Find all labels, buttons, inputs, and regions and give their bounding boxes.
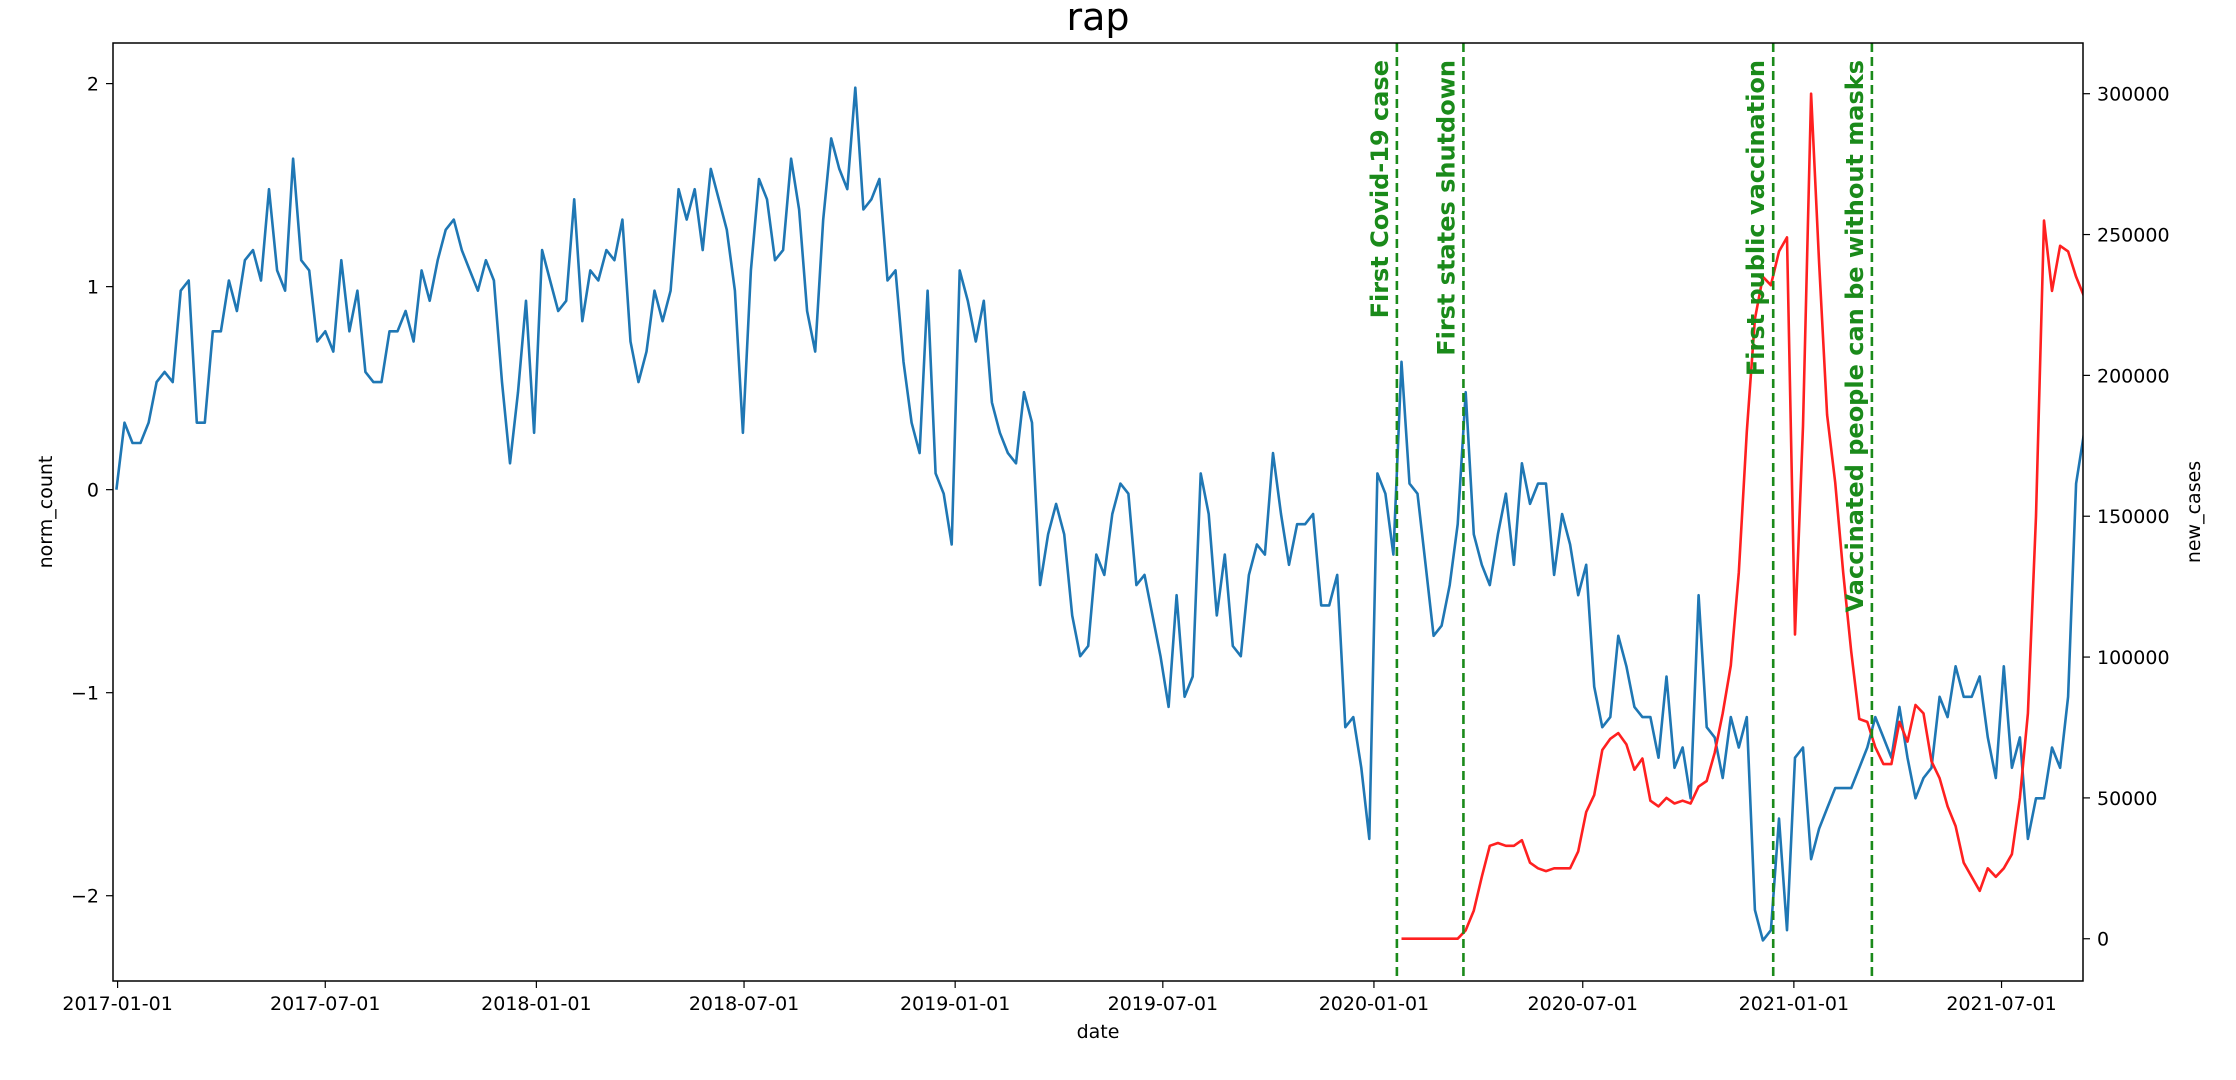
y-tick-label: 2 (87, 74, 99, 96)
y2-tick-label: 250000 (2097, 225, 2170, 247)
y-tick-label: −1 (71, 683, 99, 705)
x-tick-label: 2020-01-01 (1319, 993, 1429, 1015)
y-tick-label: 0 (87, 480, 99, 502)
event-label-4: Vaccinated people can be without masks (1841, 60, 1869, 612)
event-label-2: First states shutdown (1432, 60, 1460, 356)
x-tick-label: 2019-01-01 (900, 993, 1010, 1015)
chart-title: rap (1066, 0, 1129, 39)
y2-tick-label: 0 (2097, 929, 2109, 951)
new-cases-line (1401, 92, 2083, 941)
y2-tick-label: 150000 (2097, 506, 2170, 528)
x-tick-label: 2018-01-01 (481, 993, 591, 1015)
y2-axis-label: new_cases (2183, 461, 2205, 563)
x-tick-label: 2017-07-01 (270, 993, 380, 1015)
event-label-3: First public vaccination (1742, 60, 1770, 376)
x-tick-label: 2018-07-01 (689, 993, 799, 1015)
plot-frame (112, 42, 2084, 982)
plot-area (115, 86, 2083, 942)
y2-tick-label: 100000 (2097, 647, 2170, 669)
norm-count-line (115, 86, 2083, 942)
y2-tick-label: 300000 (2097, 84, 2170, 106)
x-tick-label: 2021-01-01 (1739, 993, 1849, 1015)
y2-tick-label: 50000 (2097, 788, 2157, 810)
x-tick-label: 2020-07-01 (1528, 993, 1638, 1015)
y-axis-label: norm_count (35, 456, 57, 569)
x-axis-label: date (1077, 1021, 1120, 1043)
event-label-1: First Covid-19 case (1366, 60, 1394, 318)
x-tick-label: 2021-07-01 (1946, 993, 2056, 1015)
x-tick-label: 2017-01-01 (62, 993, 172, 1015)
y-tick-label: −2 (71, 886, 99, 908)
y-tick-label: 1 (87, 277, 99, 299)
x-tick-label: 2019-07-01 (1108, 993, 1218, 1015)
y2-tick-label: 200000 (2097, 365, 2170, 387)
